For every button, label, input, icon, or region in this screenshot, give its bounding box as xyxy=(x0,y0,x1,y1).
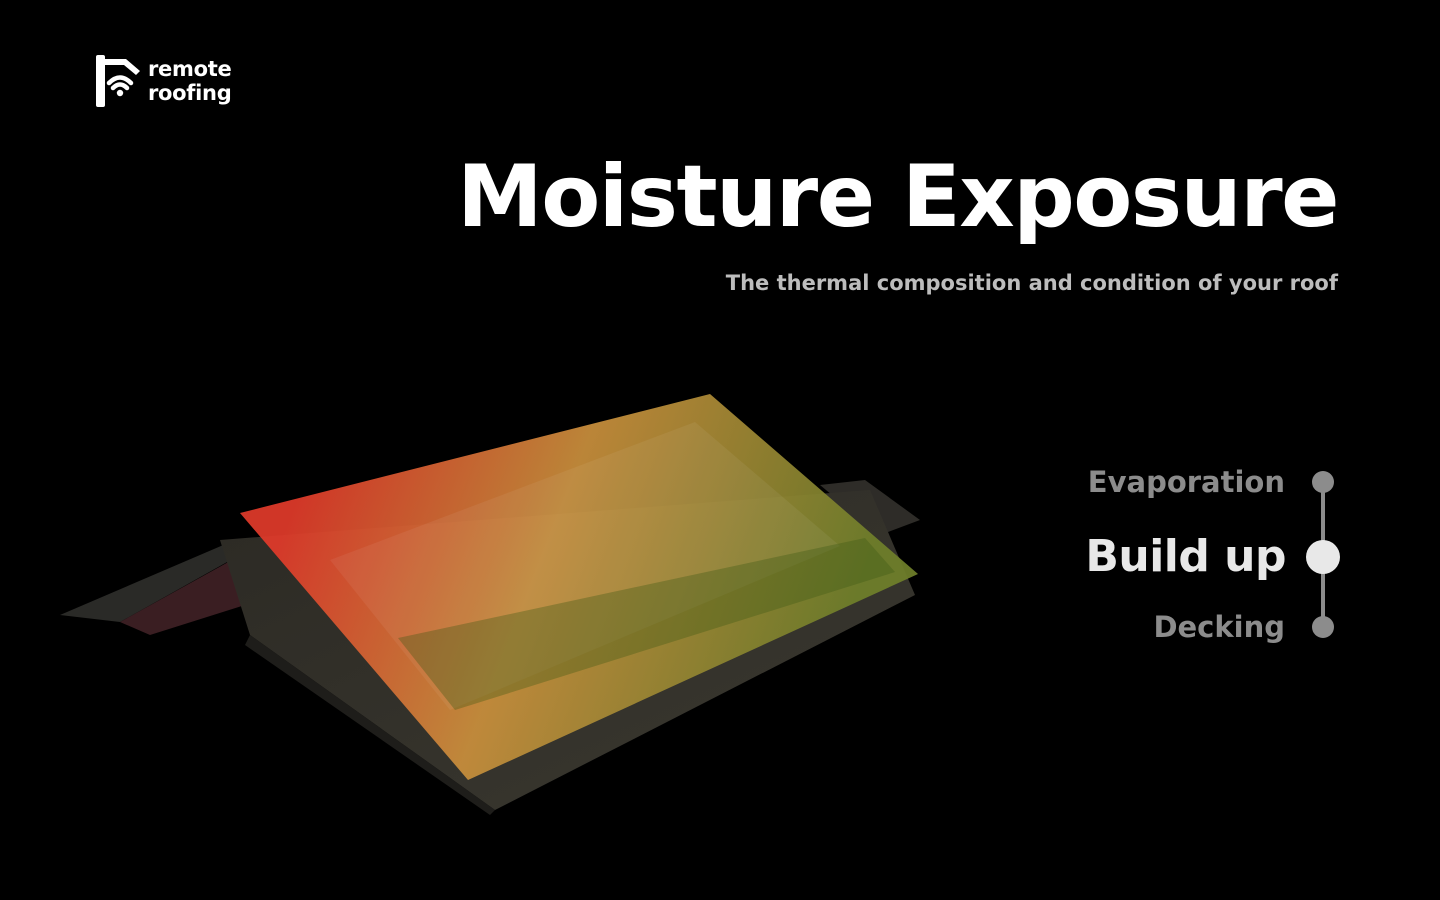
house-wifi-logo-icon xyxy=(96,55,140,107)
page-subtitle: The thermal composition and condition of… xyxy=(725,271,1338,295)
step-evaporation-dot xyxy=(1312,471,1334,493)
roof-gable-shadow xyxy=(120,550,250,635)
step-evaporation-label: Evaporation xyxy=(1087,465,1285,499)
brand-name-line1: remote xyxy=(148,57,232,81)
step-decking[interactable]: Decking xyxy=(1153,610,1340,644)
buildup-band xyxy=(398,538,895,710)
roof-moisture-heatmap-illustration xyxy=(60,394,920,815)
brand-logo[interactable]: remote roofing xyxy=(96,55,232,107)
step-decking-dot xyxy=(1312,616,1334,638)
step-evaporation[interactable]: Evaporation xyxy=(1088,465,1340,499)
brand-wordmark: remote roofing xyxy=(148,57,232,105)
roof-gable-back xyxy=(60,538,270,622)
roof-eave-edge xyxy=(245,635,495,815)
brand-name-line2: roofing xyxy=(148,81,232,105)
layer-stepper: Evaporation Build up Decking xyxy=(1000,455,1350,650)
step-build-up-label: Build up xyxy=(1085,531,1286,582)
heatmap-overlay xyxy=(240,394,918,780)
page-title: Moisture Exposure xyxy=(457,147,1339,247)
step-build-up-dot xyxy=(1306,539,1340,574)
step-build-up[interactable]: Build up xyxy=(1085,531,1340,582)
step-decking-label: Decking xyxy=(1153,610,1285,644)
heatmap-inner-panel xyxy=(330,422,840,710)
